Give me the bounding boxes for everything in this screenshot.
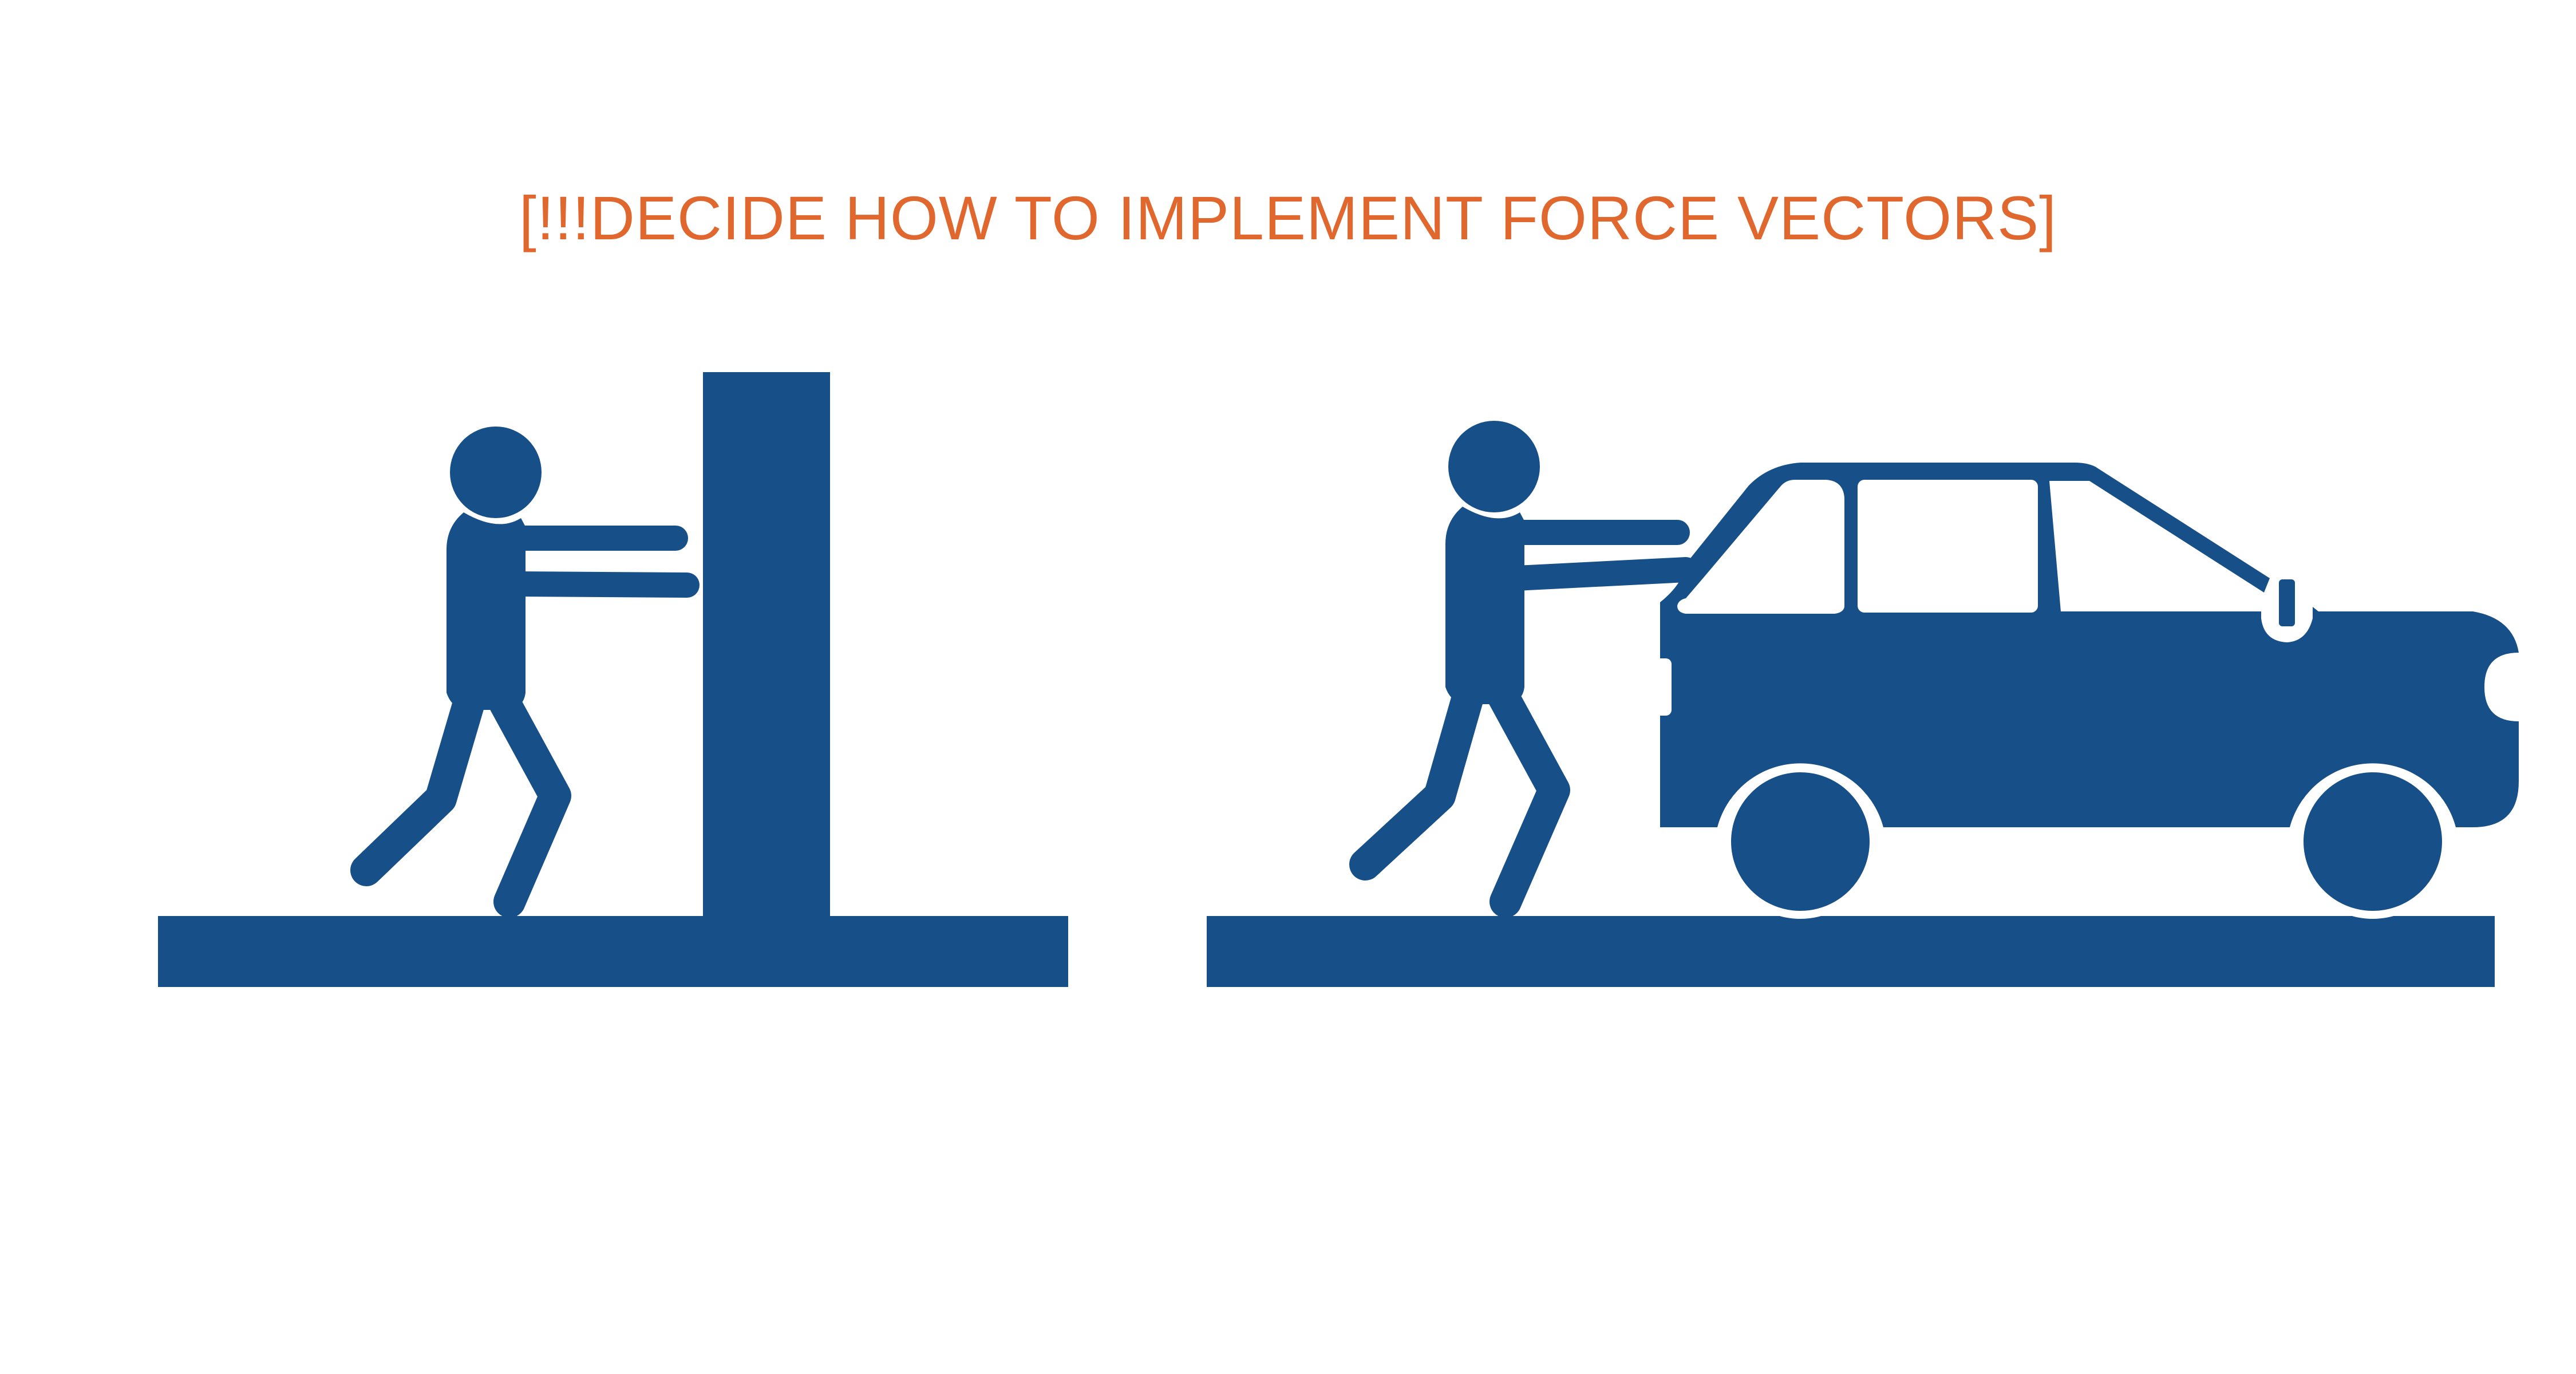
wall	[703, 372, 830, 917]
scene-person-pushing-wall	[158, 372, 1068, 987]
car-wheel-rear	[2300, 768, 2446, 915]
person-left	[350, 427, 700, 918]
ground-left	[158, 916, 1068, 987]
person-right-torso	[1445, 507, 1524, 704]
person-left-torso	[447, 512, 526, 710]
person-left-head	[450, 427, 542, 518]
person-right	[1349, 421, 1698, 918]
car	[1649, 463, 2519, 919]
car-window-rear	[1858, 480, 2038, 613]
person-left-arms	[505, 526, 700, 598]
car-rear-light	[1649, 658, 1672, 716]
ground-right	[1207, 916, 2495, 987]
car-wheel-front	[1727, 768, 1874, 915]
car-tail-light-marker	[2270, 570, 2304, 635]
car-window-front	[1677, 480, 1844, 614]
diagram-title: [!!!DECIDE HOW TO IMPLEMENT FORCE VECTOR…	[519, 183, 2057, 252]
person-right-head	[1448, 421, 1540, 512]
person-right-arms	[1504, 520, 1698, 591]
person-left-legs	[350, 685, 571, 918]
person-right-legs	[1349, 680, 1570, 918]
car-wheel-rear-rim	[2296, 764, 2450, 919]
car-wheel-front-rim	[1723, 764, 1878, 919]
scene-person-pushing-car	[1207, 421, 2519, 987]
